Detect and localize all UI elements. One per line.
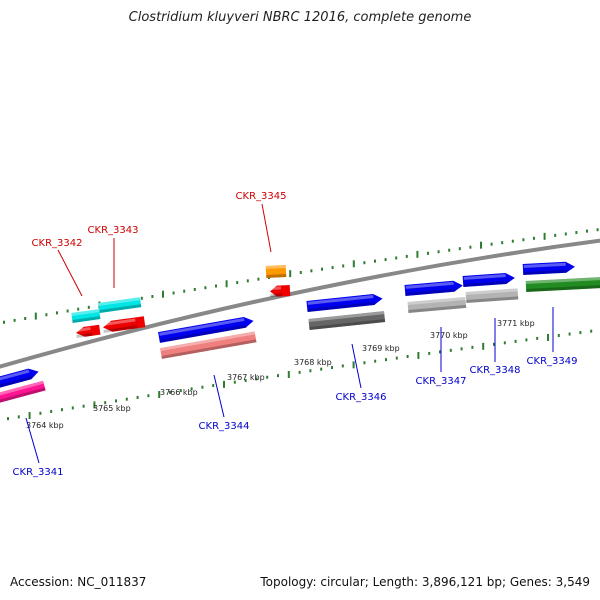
gene-category-bar xyxy=(0,380,46,403)
gene-label: CKR_3347 xyxy=(416,376,467,387)
gene-category-bar xyxy=(98,297,142,313)
gene-arrow xyxy=(522,261,575,275)
tick-label: 3771 kbp xyxy=(497,319,535,328)
gene-arrow xyxy=(404,280,463,296)
genome-backbone xyxy=(0,238,600,369)
accession-text: Accession: NC_011837 xyxy=(10,575,147,589)
gene-arrow xyxy=(270,284,291,297)
tick-label: 3770 kbp xyxy=(430,331,468,340)
gene-label: CKR_3343 xyxy=(88,225,139,236)
gene-label: CKR_3342 xyxy=(32,238,83,249)
gene-label: CKR_3345 xyxy=(236,191,287,202)
gene-label: CKR_3344 xyxy=(199,421,250,432)
gene-leader-line xyxy=(25,417,40,464)
gene-category-bar xyxy=(407,296,467,313)
gene-category-bar xyxy=(71,309,101,323)
gene-leader-line xyxy=(57,249,83,297)
tick-label: 3765 kbp xyxy=(93,404,131,413)
gene-category-bar xyxy=(265,264,287,278)
tick-label: 3768 kbp xyxy=(294,358,332,367)
gene-arrow xyxy=(306,294,383,312)
gene-features xyxy=(0,261,600,403)
tick-label: 3769 kbp xyxy=(362,344,400,353)
gene-leader-line xyxy=(261,203,272,253)
gene-arrow xyxy=(76,324,101,338)
tick-labels: 3764 kbp 3765 kbp 3766 kbp 3767 kbp 3768 kbp… xyxy=(26,319,535,430)
gene-leader-line xyxy=(213,374,225,418)
gene-arrow xyxy=(462,273,515,287)
tick-label: 3764 kbp xyxy=(26,421,64,430)
gene-arrow xyxy=(103,316,146,333)
gene-label: CKR_3348 xyxy=(470,365,521,376)
tick-label: 3767 kbp xyxy=(227,373,265,382)
gene-leader-line xyxy=(351,343,362,389)
gene-category-bar xyxy=(308,311,386,330)
genome-summary-text: Topology: circular; Length: 3,896,121 bp… xyxy=(260,575,590,589)
tick-label: 3766 kbp xyxy=(160,388,198,397)
gene-arrow xyxy=(0,368,39,388)
gene-label: CKR_3346 xyxy=(336,392,387,403)
gene-category-bar xyxy=(465,288,519,303)
gene-label: CKR_3349 xyxy=(527,356,578,367)
gene-arrow xyxy=(158,316,254,343)
gene-label: CKR_3341 xyxy=(13,467,64,478)
gene-category-bar xyxy=(525,276,600,292)
gene-labels: CKR_3341 CKR_3342 CKR_3343 CKR_3344 CKR_3345… xyxy=(13,191,578,478)
genome-title: Clostridium kluyveri NBRC 12016, complet… xyxy=(128,10,472,25)
gene-category-bar xyxy=(160,331,257,359)
